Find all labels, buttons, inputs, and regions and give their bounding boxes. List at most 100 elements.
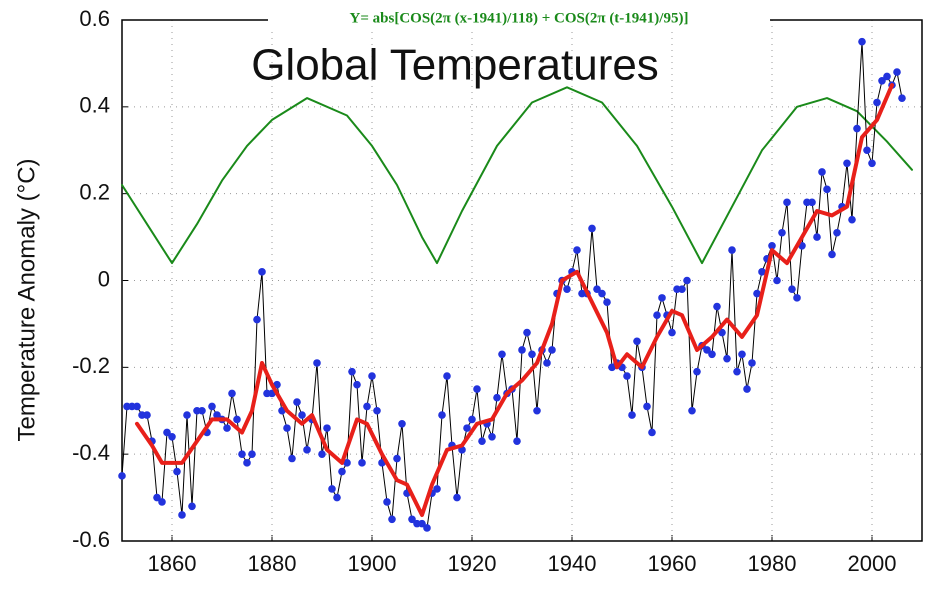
data-point (723, 354, 731, 363)
data-point (393, 454, 401, 463)
data-point (163, 428, 171, 437)
data-point (363, 402, 371, 411)
data-point (353, 380, 361, 389)
data-point (253, 315, 261, 324)
data-point (858, 37, 866, 46)
data-point (868, 159, 876, 168)
data-point (178, 511, 186, 519)
data-point (743, 385, 751, 393)
data-point (543, 359, 551, 367)
data-point (603, 298, 611, 307)
data-point (153, 493, 161, 502)
data-point (533, 406, 541, 415)
data-point (828, 250, 836, 259)
data-point (693, 367, 701, 376)
data-point (143, 411, 151, 419)
data-point (733, 367, 741, 376)
data-point (808, 198, 816, 207)
x-tick-label: 1860 (148, 551, 197, 576)
x-tick-label: 2000 (848, 551, 897, 576)
data-point (318, 450, 326, 458)
data-point (653, 311, 661, 320)
data-point (383, 498, 391, 506)
data-point (188, 502, 196, 511)
data-point (818, 168, 826, 176)
x-tick-label: 1880 (248, 551, 297, 576)
data-point (513, 437, 521, 445)
data-point (168, 433, 176, 441)
formula: Y= abs[COS(2π (x-1941)/118) + COS(2π (t-… (350, 10, 689, 26)
data-point (523, 328, 531, 337)
data-point (633, 337, 641, 346)
data-point (848, 215, 856, 224)
data-point (248, 450, 256, 458)
data-point (183, 411, 191, 419)
data-point (333, 493, 341, 502)
data-point (883, 72, 891, 81)
data-point (343, 459, 351, 467)
data-point (283, 424, 291, 432)
data-point (328, 485, 336, 493)
data-point (423, 524, 431, 532)
subtitle-background (268, 8, 770, 30)
x-tick-label: 1940 (548, 551, 597, 576)
data-point (473, 385, 481, 393)
y-tick-label: 0.4 (79, 93, 110, 118)
data-point (198, 406, 206, 415)
data-point (418, 519, 426, 528)
data-point (788, 285, 796, 293)
data-point (773, 276, 781, 285)
data-point (843, 159, 851, 168)
data-point (258, 268, 266, 276)
data-point (298, 411, 306, 419)
y-tick-label: 0.2 (79, 179, 110, 204)
y-tick-label: -0.4 (72, 440, 110, 465)
data-point (228, 389, 236, 398)
data-point (488, 433, 496, 441)
x-tick-label: 1960 (648, 551, 697, 576)
data-point (683, 276, 691, 285)
x-tick-label: 1980 (748, 551, 797, 576)
data-point (223, 424, 231, 432)
data-point (893, 68, 901, 76)
y-axis-label: Temperature Anomaly (°C) (13, 158, 40, 441)
data-point (368, 372, 376, 380)
data-point (878, 76, 886, 85)
data-point (678, 285, 686, 293)
data-point (728, 246, 736, 254)
data-point (453, 493, 461, 502)
data-point (593, 285, 601, 293)
data-point (563, 285, 571, 293)
data-point (623, 372, 631, 380)
data-point (708, 350, 716, 359)
data-point (768, 241, 776, 250)
data-point (293, 398, 301, 406)
data-point (398, 419, 406, 428)
data-point (688, 406, 696, 415)
data-point (468, 415, 476, 424)
data-point (118, 472, 126, 480)
data-point (748, 359, 756, 367)
data-point (478, 437, 486, 445)
data-point (518, 346, 526, 354)
data-point (548, 346, 556, 354)
data-point (213, 411, 221, 419)
y-tick-label: 0 (98, 266, 110, 291)
data-point (628, 411, 636, 419)
data-point (498, 350, 506, 359)
data-point (833, 228, 841, 237)
data-point (233, 415, 241, 424)
data-point (373, 406, 381, 415)
data-point (813, 233, 821, 241)
data-point (133, 402, 141, 411)
data-point (528, 350, 536, 359)
y-tick-label: 0.6 (79, 6, 110, 31)
data-point (853, 124, 861, 133)
data-point (493, 393, 501, 402)
data-point (703, 346, 711, 354)
data-point (158, 498, 166, 506)
data-point (388, 515, 396, 524)
series-line (121, 86, 913, 265)
plot-area: -0.6 -0.4 -0.2 0 0.2 0.4 0.6 1860 1880 1900 1920 19… (72, 6, 923, 576)
data-point (898, 94, 906, 102)
